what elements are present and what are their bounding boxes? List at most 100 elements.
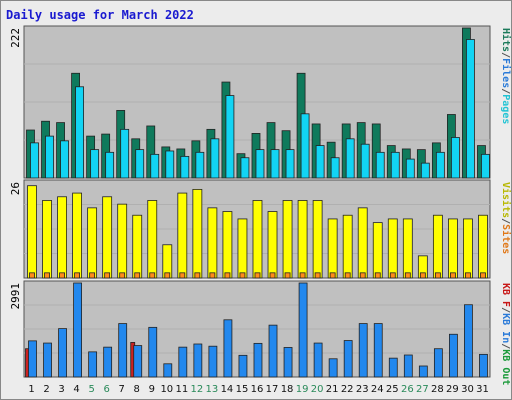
- x-tick-label: 8: [134, 384, 140, 395]
- bar-kb-in: [178, 346, 188, 378]
- bar-pages: [360, 143, 370, 179]
- bar-visits: [87, 207, 98, 279]
- bar-visits: [27, 185, 37, 279]
- bar-kb-in: [73, 282, 82, 378]
- bar-sites: [224, 272, 231, 279]
- x-tick-label: 19: [296, 384, 309, 395]
- bar-kb-in: [133, 345, 143, 378]
- bar-kb-in: [43, 342, 52, 378]
- bar-pages: [150, 153, 160, 179]
- x-tick-label: 16: [251, 384, 264, 395]
- bar-sites: [329, 272, 336, 279]
- bar-kb-in: [163, 363, 173, 378]
- x-tick-label: 11: [175, 384, 188, 395]
- bar-sites: [359, 272, 366, 279]
- bar-kb-in: [223, 319, 233, 378]
- bar-pages: [315, 145, 325, 179]
- x-tick-label: 3: [58, 384, 64, 395]
- bar-pages: [300, 113, 310, 179]
- bar-visits: [132, 214, 143, 279]
- bar-kb-in: [103, 346, 113, 378]
- bar-kb-in: [88, 351, 98, 378]
- bar-kb-in: [358, 323, 368, 378]
- bar-sites: [74, 272, 80, 279]
- bar-sites: [480, 272, 486, 279]
- bar-pages: [120, 128, 130, 179]
- x-tick-label: 7: [119, 384, 125, 395]
- bar-sites: [194, 272, 201, 279]
- bar-pages: [60, 140, 69, 179]
- bar-kb-in: [253, 342, 263, 378]
- x-tick-label: 22: [341, 384, 354, 395]
- bar-pages: [210, 138, 220, 179]
- bar-pages: [75, 86, 84, 179]
- bar-pages: [90, 149, 100, 179]
- bar-visits: [237, 218, 248, 279]
- x-tick-label: 10: [160, 384, 173, 395]
- bar-sites: [374, 272, 381, 279]
- x-tick-label: 12: [191, 384, 204, 395]
- bar-pages: [345, 138, 355, 179]
- bar-visits: [177, 192, 188, 279]
- bar-pages: [420, 162, 430, 179]
- bar-pages: [225, 95, 235, 179]
- bar-visits: [372, 222, 383, 279]
- bar-sites: [59, 272, 65, 279]
- axis-label-part: /: [500, 88, 511, 94]
- x-tick-label: 24: [371, 384, 384, 395]
- bar-sites: [299, 272, 306, 279]
- bar-sites: [314, 272, 321, 279]
- x-tick-label: 31: [476, 384, 489, 395]
- bar-sites: [29, 272, 35, 279]
- axis-label-part: KB In: [500, 313, 511, 343]
- x-tick-label: 18: [281, 384, 294, 395]
- bar-visits: [297, 200, 308, 279]
- axis-label-kbytes: KB F/KB In/KB Out: [500, 283, 511, 385]
- x-tick-label: 20: [311, 384, 324, 395]
- bar-sites: [434, 272, 441, 279]
- bar-sites: [44, 272, 50, 279]
- bar-kb-in: [328, 358, 338, 378]
- bar-kb-in: [464, 304, 473, 378]
- axis-label-part: Visits: [500, 182, 512, 218]
- x-tick-label: 23: [356, 384, 369, 395]
- bar-visits: [478, 214, 488, 279]
- bar-pages: [466, 39, 475, 179]
- bar-sites: [465, 272, 471, 279]
- bar-pages: [390, 151, 400, 179]
- bar-pages: [270, 149, 280, 179]
- bar-sites: [149, 272, 156, 279]
- bar-visits: [102, 196, 113, 279]
- bar-sites: [450, 272, 456, 279]
- bar-visits: [463, 218, 473, 279]
- bar-sites: [269, 272, 276, 279]
- bar-sites: [419, 272, 426, 279]
- x-tick-label: 29: [446, 384, 459, 395]
- x-tick-label: 5: [88, 384, 94, 395]
- bar-visits: [222, 211, 233, 279]
- bar-visits: [342, 214, 353, 279]
- bar-pages: [375, 151, 385, 179]
- axis-label-part: Pages: [500, 94, 511, 124]
- axis-label-part: /: [500, 307, 511, 313]
- x-tick-label: 17: [266, 384, 279, 395]
- bar-kb-in: [58, 328, 67, 378]
- bar-pages: [285, 149, 295, 179]
- bar-sites: [164, 272, 171, 279]
- bar-pages: [481, 153, 490, 179]
- bar-pages: [135, 149, 145, 179]
- bar-visits: [312, 200, 323, 279]
- ymax-label: 222: [9, 28, 22, 48]
- x-tick-label: 2: [43, 384, 49, 395]
- x-tick-label: 4: [73, 384, 79, 395]
- x-tick-label: 6: [103, 384, 109, 395]
- chart-title: Daily usage for March 2022: [6, 8, 194, 22]
- bar-kb-in: [313, 342, 323, 378]
- bar-visits: [387, 218, 398, 279]
- bar-sites: [179, 272, 186, 279]
- bar-kb-in: [433, 348, 443, 378]
- axis-label-part: /: [500, 343, 511, 349]
- bar-kb-in: [479, 353, 488, 378]
- bar-pages: [180, 155, 190, 179]
